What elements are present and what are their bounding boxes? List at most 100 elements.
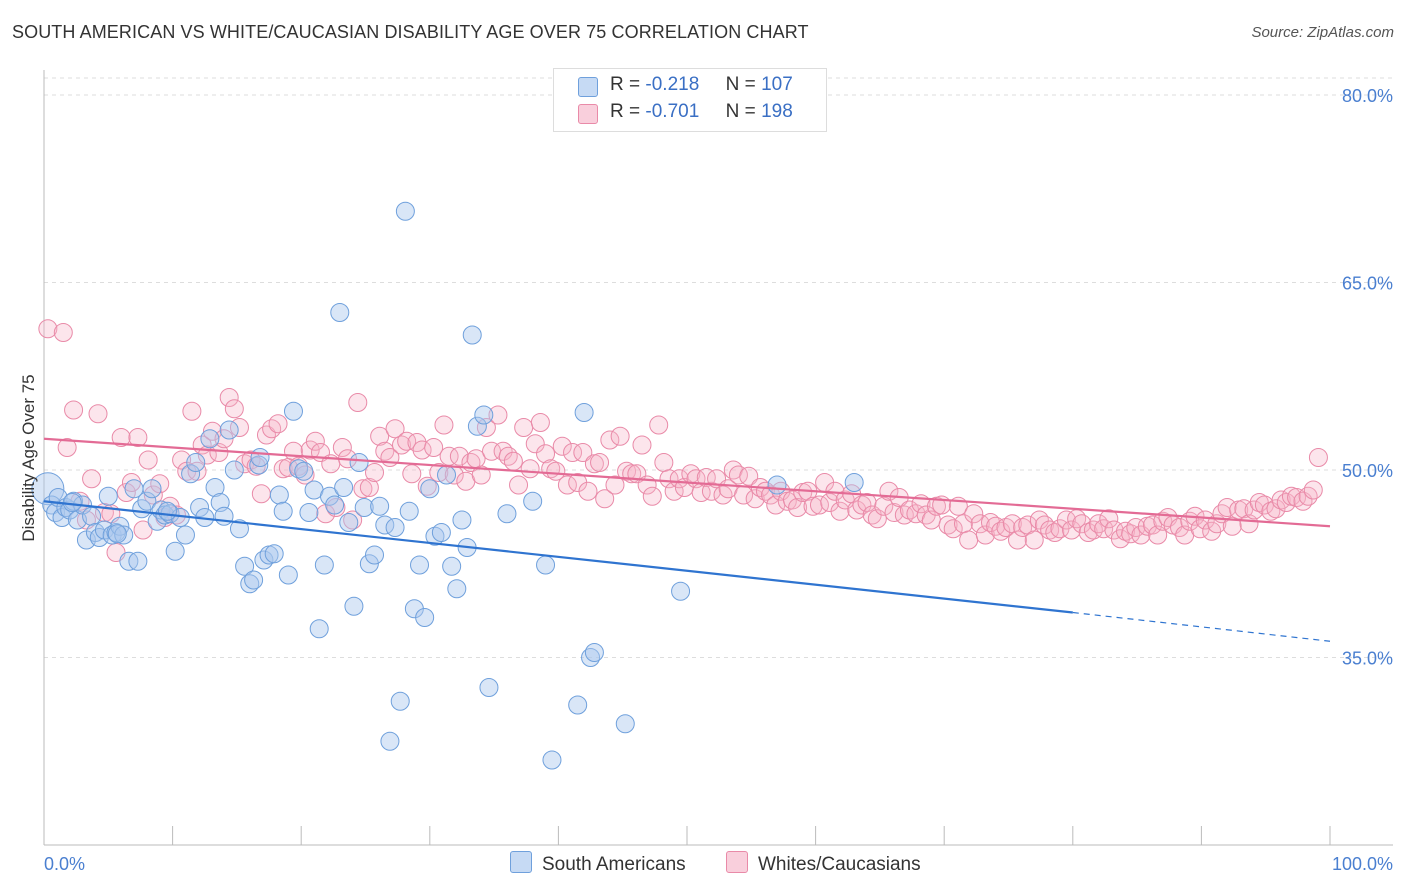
south-americans-point bbox=[410, 555, 430, 575]
whites-caucasians-point bbox=[600, 430, 620, 450]
south-americans-point bbox=[671, 581, 691, 601]
whites-caucasians-point bbox=[1266, 499, 1286, 519]
south-americans-point bbox=[240, 574, 260, 594]
whites-caucasians-point bbox=[1195, 510, 1215, 530]
whites-caucasians-point bbox=[1276, 493, 1296, 512]
south-americans-point bbox=[224, 460, 244, 480]
whites-caucasians-point bbox=[385, 419, 405, 439]
whites-caucasians-point bbox=[1062, 520, 1082, 540]
whites-caucasians-point bbox=[449, 446, 469, 466]
legend-r-label: R = bbox=[610, 101, 641, 122]
whites-caucasians-point bbox=[1094, 519, 1114, 539]
whites-caucasians-point bbox=[138, 450, 158, 470]
south-americans-point bbox=[399, 501, 419, 521]
whites-caucasians-point bbox=[610, 426, 630, 446]
whites-caucasians-point bbox=[1121, 524, 1141, 544]
whites-caucasians-point bbox=[1153, 511, 1173, 531]
south-americans-point bbox=[264, 544, 284, 564]
whites-caucasians-point bbox=[305, 431, 325, 451]
south-americans-point bbox=[250, 448, 270, 467]
south-americans-point bbox=[67, 510, 87, 530]
x-tick-label: 0.0% bbox=[44, 854, 85, 874]
whites-caucasians-point bbox=[996, 518, 1016, 537]
south-americans-point bbox=[437, 465, 457, 485]
south-americans-point bbox=[181, 464, 201, 484]
south-americans-point bbox=[390, 691, 410, 711]
x-tick-label: 100.0% bbox=[1332, 854, 1393, 874]
whites-caucasians-point bbox=[991, 521, 1011, 541]
whites-caucasians-point bbox=[251, 484, 271, 504]
south-americans-point bbox=[114, 525, 134, 545]
bottom-legend-label: South Americans bbox=[542, 854, 686, 875]
bottom-legend-swatch-pink bbox=[726, 851, 748, 873]
whites-caucasians-point bbox=[659, 469, 679, 489]
whites-caucasians-point bbox=[256, 425, 276, 445]
whites-caucasians-point bbox=[642, 486, 662, 506]
y-tick-label: 50.0% bbox=[1342, 461, 1393, 481]
south-americans-point bbox=[200, 429, 220, 449]
south-americans-point bbox=[107, 524, 127, 544]
whites-caucasians-point bbox=[503, 451, 523, 471]
whites-caucasians-point bbox=[493, 441, 513, 461]
legend-n-label: N = bbox=[725, 101, 756, 122]
whites-caucasians-point bbox=[1035, 515, 1055, 535]
south-americans-point bbox=[523, 491, 543, 511]
south-americans-point bbox=[431, 523, 451, 542]
tick-labels: 35.0% 50.0% 65.0% 80.0% 0.0% 100.0% Disability… bbox=[19, 86, 1393, 874]
south-americans-point bbox=[474, 405, 494, 425]
south-americans-point bbox=[294, 461, 314, 481]
south-americans-point bbox=[229, 519, 249, 539]
whites-caucasians-point bbox=[268, 414, 288, 434]
whites-caucasians-point bbox=[1308, 448, 1328, 467]
south-americans-point bbox=[420, 479, 440, 499]
whites-caucasians-point bbox=[133, 520, 153, 540]
legend-n-value: 198 bbox=[761, 101, 793, 122]
south-americans-point bbox=[581, 648, 601, 667]
south-americans-point bbox=[289, 459, 309, 479]
south-americans-point bbox=[190, 498, 210, 517]
whites-caucasians-point bbox=[1008, 530, 1028, 550]
bottom-legend-south-americans: South Americans bbox=[510, 851, 686, 876]
south-americans-point bbox=[82, 506, 102, 526]
whites-caucasians-point bbox=[552, 436, 572, 456]
south-americans-point bbox=[334, 478, 354, 497]
south-americans-point bbox=[235, 556, 255, 576]
whites-caucasians-point bbox=[1143, 515, 1163, 535]
y-tick-label: 65.0% bbox=[1342, 274, 1393, 294]
south-americans-point bbox=[574, 403, 594, 422]
whites-caucasians-point bbox=[546, 461, 566, 481]
south-americans-point bbox=[385, 518, 405, 537]
south-americans-point bbox=[415, 608, 435, 627]
south-americans-point bbox=[309, 619, 329, 639]
trend-lines bbox=[43, 437, 1331, 642]
y-tick-label: 80.0% bbox=[1342, 86, 1393, 106]
south-americans-point bbox=[479, 678, 499, 697]
south-americans-point bbox=[278, 565, 298, 585]
whites-caucasians-point bbox=[938, 515, 958, 535]
south-americans-point bbox=[319, 486, 339, 506]
y-tick-label: 35.0% bbox=[1342, 649, 1393, 669]
whites-caucasians-point bbox=[632, 435, 652, 455]
whites-caucasians-point bbox=[224, 399, 244, 419]
whites-caucasians-point bbox=[412, 440, 432, 460]
south-americans-point bbox=[249, 455, 269, 475]
whites-caucasians-point bbox=[520, 459, 540, 479]
south-americans-point bbox=[165, 541, 185, 561]
south-americans-point bbox=[467, 416, 487, 436]
whites-caucasians-point bbox=[1271, 490, 1291, 510]
south-americans-point bbox=[244, 570, 264, 590]
whites-caucasians-point bbox=[1029, 510, 1049, 530]
south-americans-point bbox=[214, 506, 234, 526]
whites-caucasians-point bbox=[536, 444, 556, 464]
legend-n-label: N = bbox=[725, 74, 756, 95]
whites-caucasians-point bbox=[1013, 518, 1033, 537]
south-americans-point bbox=[325, 495, 345, 515]
whites-caucasians-point bbox=[348, 393, 368, 412]
whites-caucasians-point bbox=[1045, 523, 1065, 542]
legend-swatch-pink bbox=[578, 104, 598, 124]
south-americans-point bbox=[354, 498, 374, 517]
south-americans-point bbox=[52, 508, 72, 527]
south-americans-point bbox=[542, 750, 562, 770]
south-americans-point bbox=[349, 453, 369, 472]
whites-caucasians-point bbox=[182, 401, 202, 421]
